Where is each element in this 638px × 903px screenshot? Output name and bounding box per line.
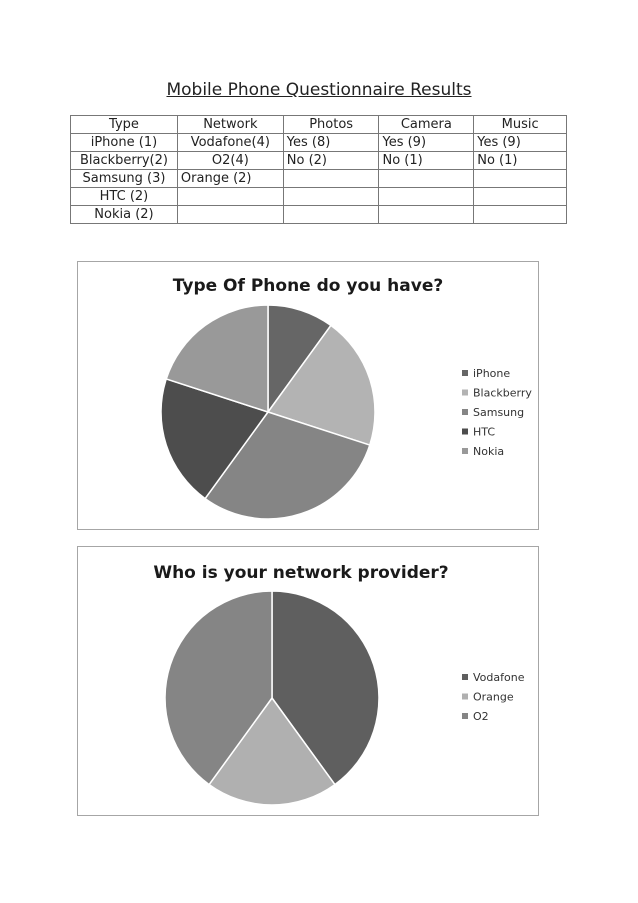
legend-swatch-samsung [462, 409, 468, 415]
results-table: Type Network Photos Camera Music iPhone … [70, 115, 567, 224]
table-cell: Vodafone(4) [176, 133, 284, 152]
table-row: Blackberry(2) O2(4) No (2) No (1) No (1) [70, 151, 567, 170]
legend-label-htc: HTC [473, 426, 495, 439]
phone-type-chart: Type Of Phone do you have? iPhone Blackber… [77, 261, 539, 530]
legend-swatch-htc [462, 428, 468, 435]
table-cell [473, 187, 567, 206]
table-cell [378, 205, 475, 224]
legend-swatch-orange [462, 693, 468, 700]
pie-slice-vodafone [271, 590, 380, 786]
table-cell: Yes (9) [473, 133, 567, 152]
legend-label-iphone: iPhone [473, 367, 510, 380]
pie-slice-o2 [164, 590, 273, 786]
legend-swatch-iphone [462, 370, 468, 376]
legend-label-blackberry: Blackberry [473, 387, 532, 400]
table-row: Nokia (2) [70, 205, 567, 224]
table-row: HTC (2) [70, 187, 567, 206]
table-cell: No (1) [378, 151, 475, 170]
document-title: Mobile Phone Questionnaire Results [166, 80, 472, 100]
pie-slice-samsung [204, 411, 371, 520]
table-cell [282, 187, 380, 206]
legend-label-nokia: Nokia [473, 445, 504, 458]
table-cell: Blackberry(2) [70, 151, 178, 170]
pie-slice-blackberry [266, 324, 376, 447]
table-cell [378, 169, 475, 188]
chart-title: Who is your network provider? [153, 563, 448, 583]
network-provider-chart: Who is your network provider? Vodafone Ora… [77, 546, 539, 816]
legend-swatch-blackberry [462, 389, 468, 396]
table-cell: No (1) [473, 151, 567, 170]
table-cell: Yes (9) [378, 133, 475, 152]
table-cell [176, 205, 284, 224]
table-header-row: Type Network Photos Camera Music [70, 115, 567, 134]
pie-slice-orange [208, 696, 336, 806]
legend-label-o2: O2 [473, 710, 489, 723]
legend-swatch-nokia [462, 448, 468, 454]
legend-label-samsung: Samsung [473, 406, 524, 419]
table-cell: HTC (2) [70, 187, 178, 206]
header-type: Type [70, 115, 178, 134]
table-cell: Yes (8) [282, 133, 380, 152]
table-cell: Orange (2) [176, 169, 284, 188]
legend-label-orange: Orange [473, 691, 514, 704]
header-camera: Camera [378, 115, 475, 134]
table-cell: No (2) [282, 151, 380, 170]
table-cell [473, 205, 567, 224]
legend-label-vodafone: Vodafone [473, 671, 525, 684]
table-cell: Nokia (2) [70, 205, 178, 224]
table-cell [282, 205, 380, 224]
table-row: Samsung (3) Orange (2) [70, 169, 567, 188]
table-cell [473, 169, 567, 188]
table-row: iPhone (1) Vodafone(4) Yes (8) Yes (9) Y… [70, 133, 567, 152]
phone-type-chart-svg: Type Of Phone do you have? iPhone Blackber… [160, 276, 532, 520]
header-network: Network [176, 115, 284, 134]
pie-slice-htc [160, 377, 270, 500]
table-cell: O2(4) [176, 151, 284, 170]
header-music: Music [473, 115, 567, 134]
table-cell: Samsung (3) [70, 169, 178, 188]
pie-slice-nokia [165, 304, 269, 414]
legend-swatch-o2 [462, 713, 468, 719]
table-cell [176, 187, 284, 206]
table-cell [378, 187, 475, 206]
header-photos: Photos [282, 115, 380, 134]
network-provider-chart-svg: Who is your network provider? Vodafone Ora… [153, 563, 525, 806]
table-cell [282, 169, 380, 188]
table-cell: iPhone (1) [70, 133, 178, 152]
chart-title: Type Of Phone do you have? [173, 276, 443, 296]
legend-swatch-vodafone [462, 674, 468, 680]
